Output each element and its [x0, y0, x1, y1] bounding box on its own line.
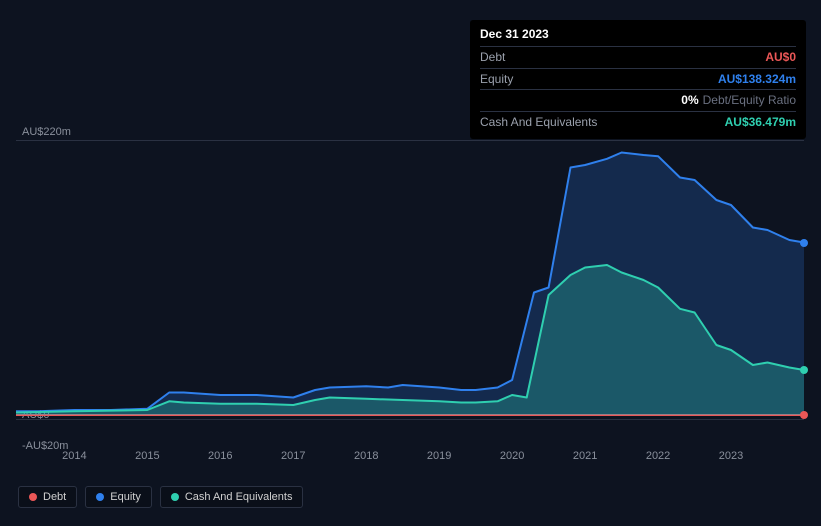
- legend-item-equity[interactable]: Equity: [85, 486, 152, 508]
- legend-swatch-icon: [29, 493, 37, 501]
- x-axis-label: 2021: [573, 450, 597, 462]
- x-axis-label: 2023: [719, 450, 743, 462]
- chart-legend: Debt Equity Cash And Equivalents: [18, 486, 303, 508]
- legend-label: Equity: [110, 491, 141, 503]
- y-axis-label: AU$220m: [22, 126, 71, 138]
- tooltip-row-debt: Debt AU$0: [480, 46, 796, 68]
- x-axis-label: 2014: [62, 450, 86, 462]
- x-axis-label: 2020: [500, 450, 524, 462]
- tooltip-value: AU$0: [765, 49, 796, 66]
- legend-swatch-icon: [171, 493, 179, 501]
- chart-tooltip: Dec 31 2023 Debt AU$0 Equity AU$138.324m…: [470, 20, 806, 139]
- tooltip-date: Dec 31 2023: [480, 26, 796, 46]
- x-axis-label: 2015: [135, 450, 159, 462]
- tooltip-label: Debt: [480, 49, 505, 66]
- series-end-dot: [800, 239, 808, 247]
- legend-swatch-icon: [96, 493, 104, 501]
- x-axis-label: 2018: [354, 450, 378, 462]
- tooltip-ratio: 0%Debt/Equity Ratio: [681, 92, 796, 109]
- tooltip-row-equity: Equity AU$138.324m: [480, 68, 796, 90]
- series-end-dot: [800, 366, 808, 374]
- tooltip-label: Equity: [480, 71, 513, 88]
- x-axis-label: 2016: [208, 450, 232, 462]
- x-axis-label: 2017: [281, 450, 305, 462]
- legend-label: Cash And Equivalents: [185, 491, 293, 503]
- legend-item-debt[interactable]: Debt: [18, 486, 77, 508]
- tooltip-value: AU$138.324m: [718, 71, 796, 88]
- x-axis-label: 2022: [646, 450, 670, 462]
- legend-label: Debt: [43, 491, 66, 503]
- chart-area[interactable]: AU$220m AU$0 -AU$20m 2014201520162017201…: [16, 124, 804, 464]
- legend-item-cash[interactable]: Cash And Equivalents: [160, 486, 304, 508]
- x-axis-label: 2019: [427, 450, 451, 462]
- tooltip-row-ratio: 0%Debt/Equity Ratio: [480, 89, 796, 111]
- x-axis: 2014 2015 2016 2017 2018 2019 2020 2021 2022 2023: [16, 450, 804, 466]
- series-end-dot: [800, 411, 808, 419]
- chart-svg: [16, 140, 804, 440]
